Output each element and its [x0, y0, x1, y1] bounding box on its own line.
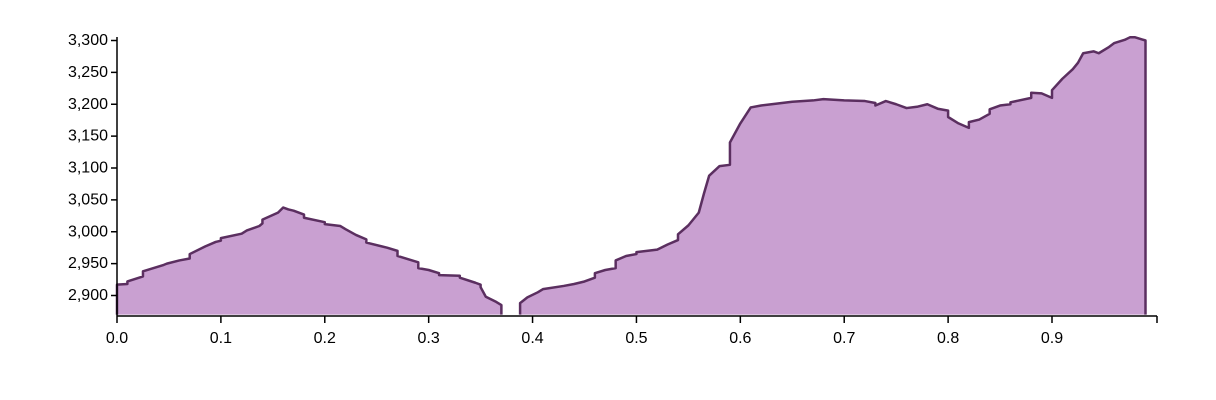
y-tick-label: 2,950	[68, 255, 108, 272]
y-tick-label: 3,150	[68, 128, 108, 145]
x-tick-label: 0.4	[521, 330, 543, 347]
area-series	[115, 36, 1147, 315]
x-tick-label: 0.5	[625, 330, 647, 347]
y-tick-label: 2,900	[68, 287, 108, 304]
x-tick-label: 0.2	[314, 330, 336, 347]
area-segment-fill-1	[117, 207, 502, 315]
area-segment-line-1	[115, 206, 503, 315]
y-tick-label: 3,200	[68, 96, 108, 113]
y-tick-label: 3,000	[68, 223, 108, 240]
y-tick-label: 3,300	[68, 32, 108, 49]
y-axis: 2,900 2,950 3,000 3,050 3,100 3,150 3,200 3,250…	[68, 32, 118, 316]
x-tick-label: 0.1	[210, 330, 232, 347]
area-segment-fill-2	[520, 37, 1146, 315]
x-axis: 0.0 0.1 0.2 0.3 0.4 0.5 0.6 0.7 0.8 0.9	[106, 315, 1158, 347]
y-tick-label: 3,050	[68, 191, 108, 208]
x-tick-label: 0.9	[1041, 330, 1063, 347]
x-tick-label: 0.7	[833, 330, 855, 347]
x-tick-label: 0.0	[106, 330, 128, 347]
y-tick-label: 3,100	[68, 160, 108, 177]
x-tick-label: 0.6	[729, 330, 751, 347]
x-tick-label: 0.3	[418, 330, 440, 347]
y-tick-label: 3,250	[68, 64, 108, 81]
x-tick-label: 0.8	[937, 330, 959, 347]
area-segment-line-2	[518, 36, 1147, 315]
